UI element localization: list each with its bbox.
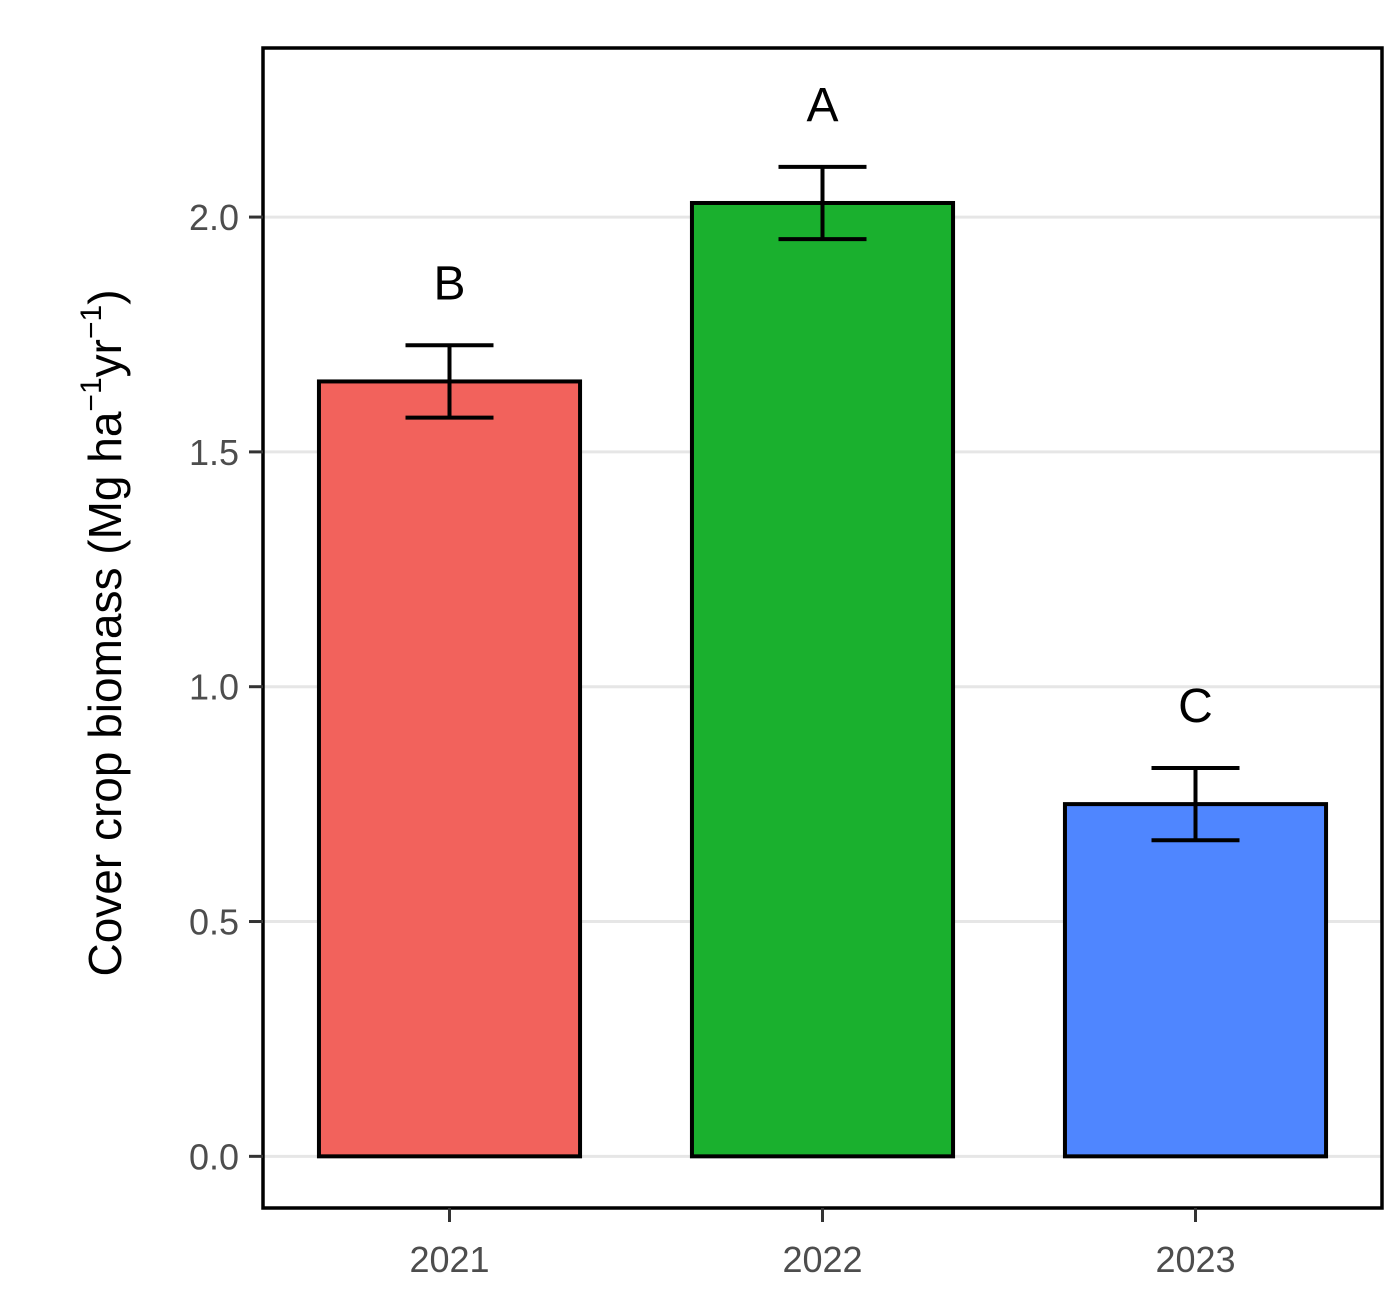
significance-letter: C xyxy=(1178,680,1213,733)
y-axis: 0.0 0.5 1.0 1.5 2.0 xyxy=(189,197,263,1177)
y-axis-title: Cover crop biomass (Mg ha−1yr−1) xyxy=(75,289,131,976)
y-tick-label: 1.5 xyxy=(189,432,239,473)
y-tick-label: 1.0 xyxy=(189,667,239,708)
significance-letters: B A C xyxy=(433,79,1212,733)
y-tick-label: 0.5 xyxy=(189,902,239,943)
y-axis-title-superscript-2: −1 xyxy=(75,305,108,339)
y-tick-label: 0.0 xyxy=(189,1136,239,1177)
y-axis-title-superscript-1: −1 xyxy=(75,377,108,411)
y-axis-title-middle: yr xyxy=(79,339,131,377)
x-tick-label: 2022 xyxy=(782,1239,862,1280)
x-tick-label: 2023 xyxy=(1155,1239,1235,1280)
x-tick-label: 2021 xyxy=(409,1239,489,1280)
significance-letter: B xyxy=(433,257,465,310)
y-axis-title-suffix: ) xyxy=(79,289,131,304)
error-bars xyxy=(405,164,1240,843)
bar xyxy=(689,200,956,1159)
y-axis-title-prefix: Cover crop biomass (Mg ha xyxy=(79,411,131,976)
y-tick-label: 2.0 xyxy=(189,197,239,238)
significance-letter: A xyxy=(806,79,838,132)
bar xyxy=(1062,802,1329,1159)
bar xyxy=(316,379,583,1159)
bars xyxy=(316,200,1329,1159)
x-axis: 2021 2022 2023 xyxy=(409,1208,1236,1280)
